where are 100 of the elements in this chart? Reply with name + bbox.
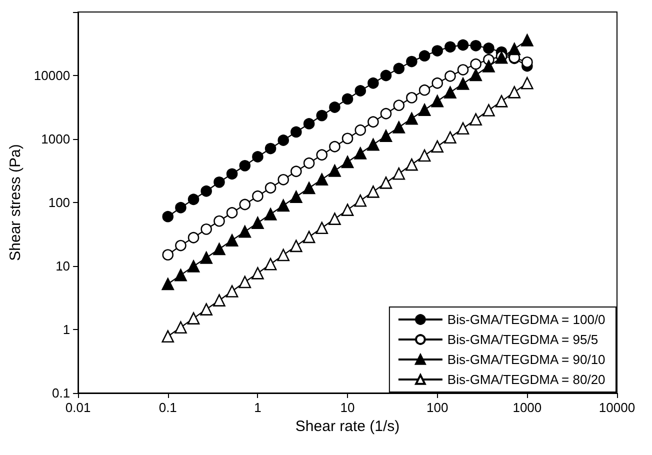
point [264, 182, 276, 194]
x-tick-label: 1000 [512, 400, 542, 415]
point [264, 208, 277, 220]
y-tick-label: 1 [62, 322, 70, 337]
point [522, 56, 533, 68]
point [380, 108, 392, 120]
point [482, 104, 495, 116]
point [406, 92, 418, 104]
point [302, 230, 316, 244]
point [162, 210, 174, 222]
y-axis-title: Shear stress (Pa) [7, 144, 24, 261]
point [482, 60, 495, 72]
point [239, 160, 251, 172]
x-tick-label: 0.01 [65, 400, 91, 415]
point [393, 100, 405, 111]
y-tick-label: 0.1 [52, 386, 70, 400]
point [162, 278, 174, 290]
point [200, 185, 212, 197]
point [341, 156, 354, 168]
point [302, 182, 316, 194]
point [290, 240, 302, 252]
point [187, 260, 200, 272]
point [432, 45, 443, 56]
point [278, 134, 289, 146]
point [200, 252, 212, 264]
point [264, 258, 277, 270]
point [354, 194, 367, 207]
y-tick-label: 10000 [34, 68, 70, 83]
point [316, 222, 328, 234]
point [521, 76, 534, 90]
point [200, 224, 212, 235]
point [316, 110, 328, 122]
point [457, 64, 469, 76]
point [354, 85, 366, 96]
y-tick-label: 1000 [41, 132, 70, 146]
x-tick-label: 10000 [598, 400, 636, 415]
point [508, 86, 521, 98]
point [277, 248, 290, 262]
point [290, 166, 302, 178]
point [418, 50, 430, 62]
x-tick-label: 10 [340, 400, 355, 415]
point [264, 142, 276, 154]
point [252, 267, 264, 280]
point [214, 215, 225, 227]
point [418, 149, 431, 162]
point [368, 77, 379, 89]
point [329, 140, 340, 152]
point [226, 207, 238, 218]
point [368, 116, 379, 128]
point [444, 86, 456, 99]
point [380, 130, 392, 142]
point [329, 102, 340, 113]
point [328, 212, 341, 225]
point [406, 112, 418, 125]
point [290, 126, 302, 138]
point [418, 104, 431, 116]
point [380, 176, 392, 189]
x-tick-label: 0.1 [158, 400, 177, 415]
point [187, 312, 200, 324]
legend-label: Bis-GMA/TEGDMA = 90/10 [447, 352, 606, 367]
point [303, 157, 315, 169]
point [470, 68, 482, 82]
point [406, 158, 418, 171]
legend-label: Bis-GMA/TEGDMA = 100/0 [447, 312, 606, 327]
point [328, 164, 341, 177]
point [200, 303, 212, 316]
point [277, 199, 290, 212]
point [470, 40, 482, 52]
point [290, 190, 302, 203]
point [393, 62, 405, 74]
point [226, 168, 238, 180]
point [457, 39, 469, 51]
point [367, 186, 380, 198]
point [226, 285, 238, 298]
point [470, 113, 482, 126]
point [431, 140, 444, 153]
point [444, 70, 456, 82]
point [508, 42, 521, 56]
point [342, 132, 354, 144]
point [341, 204, 354, 216]
point [418, 84, 430, 96]
x-tick-label: 100 [426, 400, 448, 415]
legend-label: Bis-GMA/TEGDMA = 95/5 [447, 332, 598, 347]
point [188, 194, 200, 206]
point [431, 94, 444, 108]
point [239, 198, 251, 210]
point [316, 173, 328, 186]
point [278, 174, 289, 186]
point [252, 216, 264, 230]
point [380, 70, 392, 82]
point [213, 294, 226, 306]
point [238, 225, 252, 238]
point [470, 58, 482, 70]
x-tick-label: 1 [254, 400, 262, 415]
point [174, 268, 187, 282]
point [226, 234, 238, 246]
point [456, 78, 470, 90]
point [252, 190, 264, 202]
y-tick-label: 100 [48, 195, 70, 210]
point [392, 121, 406, 134]
